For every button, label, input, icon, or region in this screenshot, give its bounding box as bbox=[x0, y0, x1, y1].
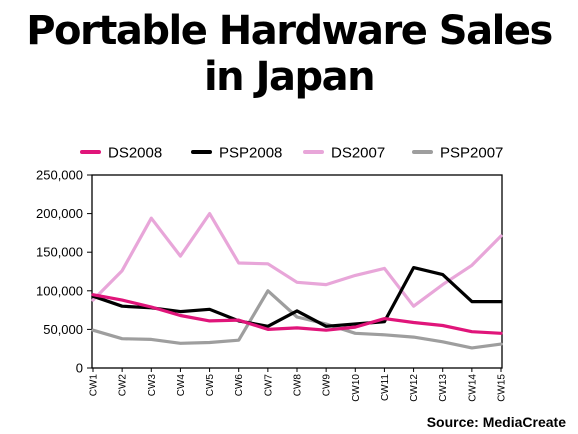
x-axis: CW1 CW2 CW3 CW4 CW5 CW6 CW7 CW8 CW9 CW10 CW11 CW12 C… bbox=[89, 368, 508, 402]
x-tick-label: CW11 bbox=[380, 374, 391, 401]
y-tick-label: 100,000 bbox=[36, 283, 83, 298]
y-tick-label: 150,000 bbox=[36, 245, 83, 260]
chart-title-line-1: Portable Hardware Sales bbox=[26, 8, 553, 54]
x-tick-label: CW6 bbox=[234, 374, 245, 397]
x-tick-label: CW1 bbox=[89, 374, 100, 397]
x-tick-label: CW4 bbox=[176, 374, 187, 397]
x-tick-label: CW5 bbox=[205, 374, 216, 397]
source-note: Source: MediaCreate bbox=[426, 414, 566, 430]
x-tick-label: CW2 bbox=[118, 374, 129, 397]
chart-title-line-2: in Japan bbox=[203, 54, 376, 100]
x-tick-label: CW14 bbox=[467, 374, 478, 402]
x-tick-label: CW7 bbox=[263, 374, 274, 397]
y-tick-label: 250,000 bbox=[36, 168, 83, 183]
x-tick-label: CW12 bbox=[409, 374, 420, 402]
x-tick-label: CW13 bbox=[438, 374, 449, 402]
x-tick-label: CW15 bbox=[497, 374, 508, 402]
legend-label-psp2007: PSP2007 bbox=[440, 145, 503, 162]
legend-label-ds2008: DS2008 bbox=[108, 145, 162, 162]
legend-label-ds2007: DS2007 bbox=[331, 145, 385, 162]
series-line-ds2008 bbox=[91, 293, 503, 335]
x-tick-label: CW8 bbox=[293, 374, 304, 397]
series-lines bbox=[91, 212, 503, 350]
chart-title: Portable Hardware Sales in Japan bbox=[0, 8, 578, 100]
series-line-ds2007 bbox=[91, 212, 503, 308]
y-tick-label: 0 bbox=[76, 361, 83, 376]
x-tick-label: CW3 bbox=[147, 374, 158, 397]
legend: DS2008 PSP2008 DS2007 PSP2007 bbox=[80, 145, 503, 162]
x-tick-label: CW10 bbox=[351, 374, 362, 402]
series-line-psp2007 bbox=[91, 289, 503, 350]
y-tick-label: 50,000 bbox=[43, 322, 83, 337]
x-tick-label: CW9 bbox=[322, 374, 333, 397]
y-axis: 0 50,000 100,000 150,000 200,000 250,000 bbox=[36, 168, 92, 376]
y-tick-label: 200,000 bbox=[36, 206, 83, 221]
legend-label-psp2008: PSP2008 bbox=[219, 145, 282, 162]
